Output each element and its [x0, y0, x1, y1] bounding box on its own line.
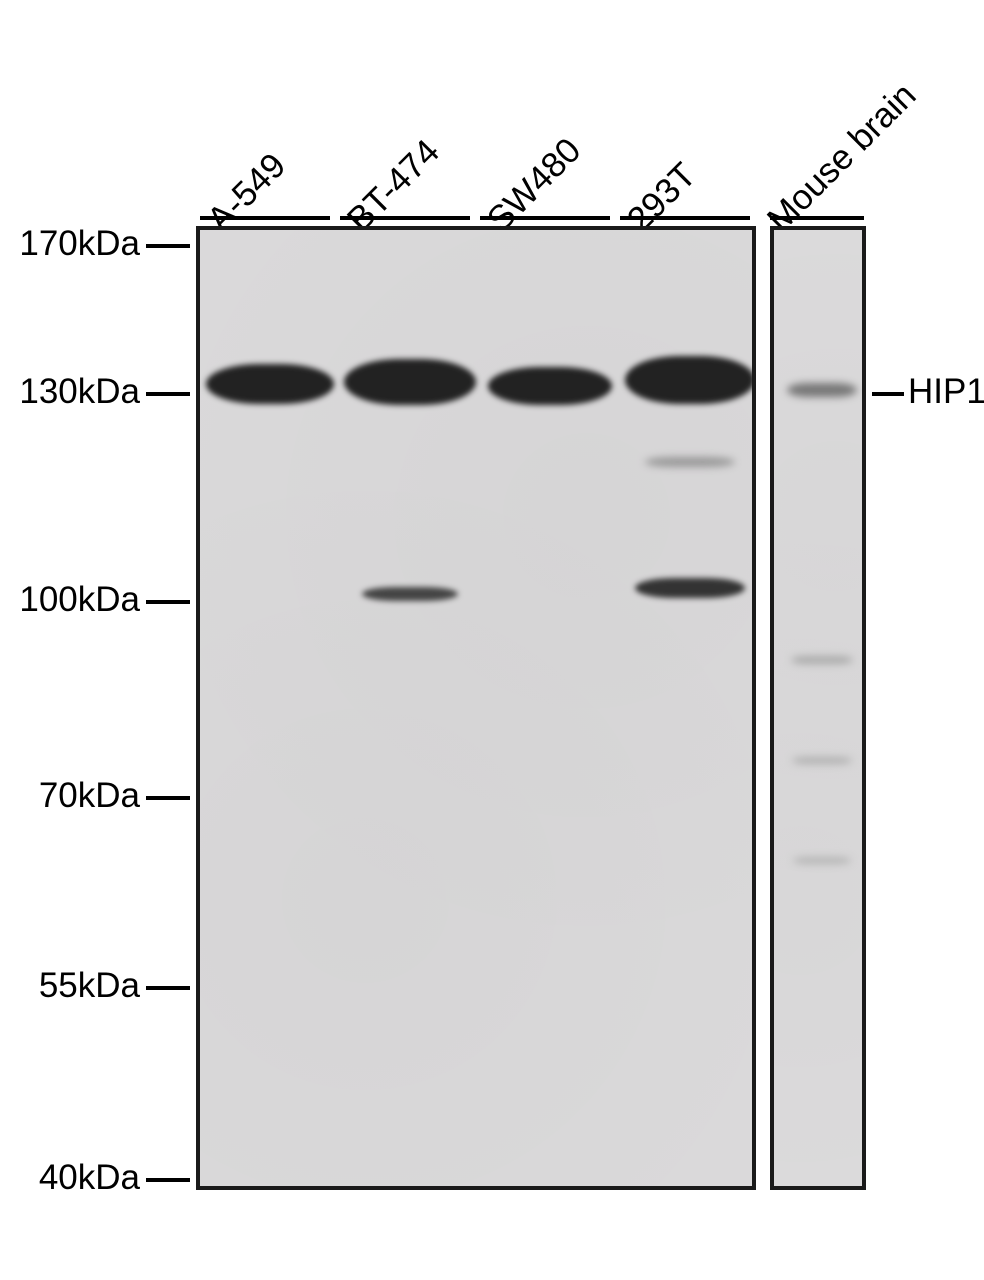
- blot-band: [206, 364, 334, 404]
- mw-marker-label: 55kDa: [0, 966, 140, 1006]
- western-blot-figure: 170kDa130kDa100kDa70kDa55kDa40kDaA-549BT…: [0, 0, 984, 1280]
- panel-mouse: [770, 226, 866, 1190]
- lane-underline: [200, 216, 330, 220]
- mw-marker-label: 70kDa: [0, 776, 140, 816]
- target-label: HIP1: [908, 372, 984, 412]
- blot-band: [793, 857, 851, 864]
- mw-marker-label: 170kDa: [0, 224, 140, 264]
- blot-band: [625, 356, 755, 404]
- mw-marker-tick: [146, 986, 190, 990]
- target-tick: [872, 392, 904, 396]
- lane-underline: [340, 216, 470, 220]
- blot-band: [791, 656, 853, 664]
- mw-marker-tick: [146, 392, 190, 396]
- mw-marker-tick: [146, 1178, 190, 1182]
- mw-marker-tick: [146, 244, 190, 248]
- blot-band: [792, 757, 852, 764]
- blot-texture: [774, 230, 862, 1186]
- panel-main: [196, 226, 756, 1190]
- mw-marker-label: 40kDa: [0, 1158, 140, 1198]
- mw-marker-tick: [146, 796, 190, 800]
- lane-label: SW480: [480, 131, 589, 240]
- mw-marker-label: 100kDa: [0, 580, 140, 620]
- blot-band: [362, 587, 458, 601]
- blot-band: [645, 457, 735, 467]
- lane-underline: [620, 216, 750, 220]
- mw-marker-tick: [146, 600, 190, 604]
- lane-underline: [480, 216, 610, 220]
- mw-marker-label: 130kDa: [0, 372, 140, 412]
- blot-band: [344, 359, 476, 405]
- blot-band: [787, 383, 857, 397]
- lane-underline: [770, 216, 864, 220]
- blot-band: [488, 367, 612, 405]
- blot-band: [635, 578, 745, 598]
- lane-label: BT-474: [340, 132, 448, 240]
